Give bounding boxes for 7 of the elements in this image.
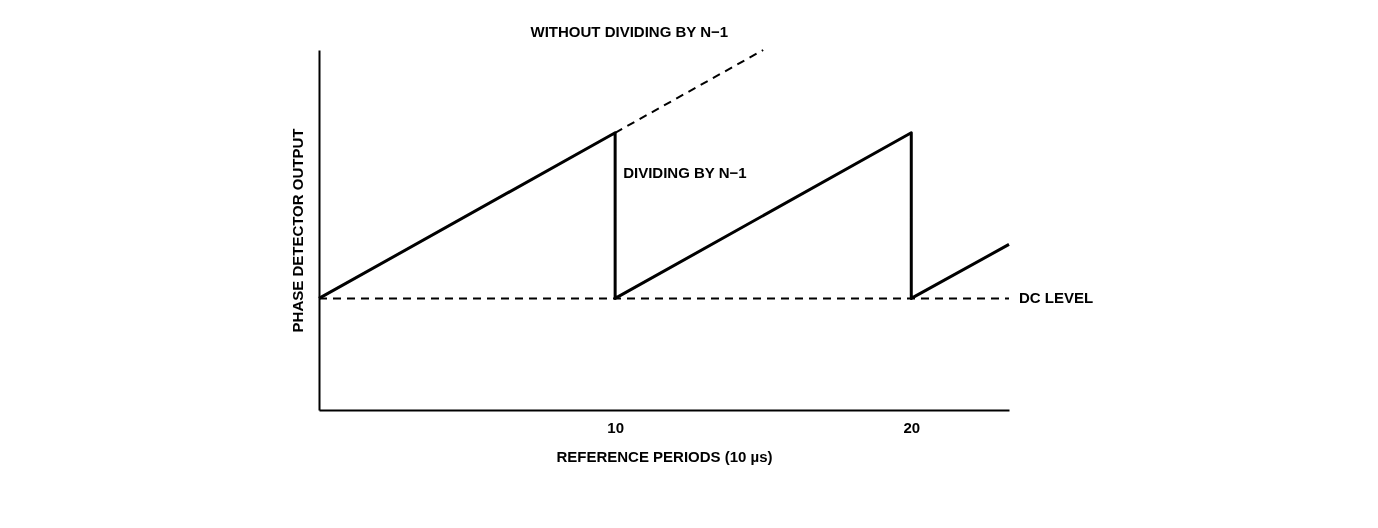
series-label: WITHOUT DIVIDING BY N−1 <box>530 23 729 40</box>
y-axis-title: PHASE DETECTOR OUTPUT <box>288 128 306 333</box>
series-label: DIVIDING BY N−1 <box>623 163 747 181</box>
x-tick-label: 10 <box>607 418 624 436</box>
x-tick-label: 20 <box>903 418 921 436</box>
series-label: DC LEVEL <box>1019 289 1094 307</box>
x-axis-title: REFERENCE PERIODS (10 µs) <box>556 447 773 465</box>
